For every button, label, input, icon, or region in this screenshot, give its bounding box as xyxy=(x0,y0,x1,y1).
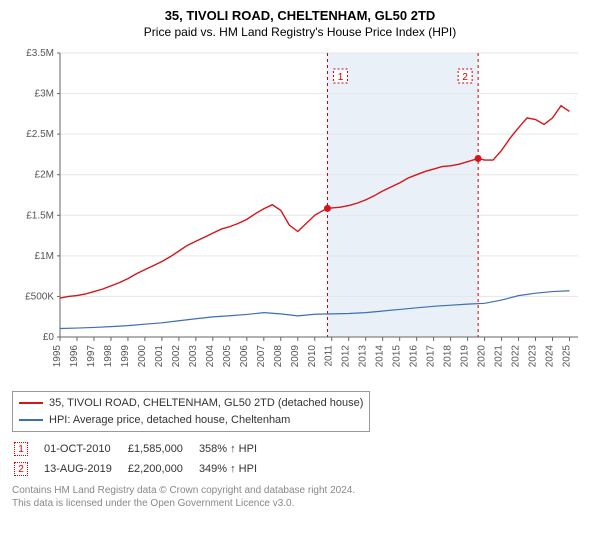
chart-title: 35, TIVOLI ROAD, CHELTENHAM, GL50 2TD xyxy=(12,8,588,23)
svg-text:£500K: £500K xyxy=(25,291,54,302)
svg-text:2011: 2011 xyxy=(324,345,335,367)
svg-text:2005: 2005 xyxy=(222,345,233,368)
svg-text:2004: 2004 xyxy=(205,345,216,368)
svg-text:£2.5M: £2.5M xyxy=(26,129,54,140)
svg-text:1997: 1997 xyxy=(86,345,97,368)
svg-text:2: 2 xyxy=(462,72,468,83)
event-badge: 1 xyxy=(14,442,28,456)
footer-line: Contains HM Land Registry data © Crown c… xyxy=(12,484,588,497)
legend-item: HPI: Average price, detached house, Chel… xyxy=(19,412,363,429)
svg-text:2000: 2000 xyxy=(137,345,148,368)
footer: Contains HM Land Registry data © Crown c… xyxy=(12,484,588,510)
svg-text:2021: 2021 xyxy=(494,345,505,368)
svg-text:2017: 2017 xyxy=(426,345,437,368)
legend-swatch xyxy=(19,402,43,404)
event-delta: 349% ↑ HPI xyxy=(199,460,271,478)
svg-text:2009: 2009 xyxy=(290,345,301,368)
svg-text:2019: 2019 xyxy=(460,345,471,368)
svg-text:2010: 2010 xyxy=(307,345,318,368)
event-price: £2,200,000 xyxy=(128,460,197,478)
svg-text:2002: 2002 xyxy=(171,345,182,368)
legend: 35, TIVOLI ROAD, CHELTENHAM, GL50 2TD (d… xyxy=(12,391,370,432)
svg-text:2015: 2015 xyxy=(392,345,403,368)
event-price: £1,585,000 xyxy=(128,440,197,458)
events-table: 1 01-OCT-2010 £1,585,000 358% ↑ HPI 2 13… xyxy=(12,438,273,480)
svg-text:2012: 2012 xyxy=(341,345,352,368)
footer-line: This data is licensed under the Open Gov… xyxy=(12,497,588,510)
svg-text:2018: 2018 xyxy=(443,345,454,368)
event-delta: 358% ↑ HPI xyxy=(199,440,271,458)
legend-label: HPI: Average price, detached house, Chel… xyxy=(49,412,290,429)
chart: £0 £500K £1M £1.5M £2M £2.5M £3M £3.5M 1995 1996 1… xyxy=(12,45,588,385)
svg-text:1999: 1999 xyxy=(120,345,131,368)
svg-text:2014: 2014 xyxy=(375,345,386,368)
chart-svg: £0 £500K £1M £1.5M £2M £2.5M £3M £3.5M 1995 1996 1… xyxy=(12,45,588,385)
legend-item: 35, TIVOLI ROAD, CHELTENHAM, GL50 2TD (d… xyxy=(19,395,363,412)
svg-text:£3.5M: £3.5M xyxy=(26,48,54,59)
event-date: 13-AUG-2019 xyxy=(44,460,126,478)
page-root: 35, TIVOLI ROAD, CHELTENHAM, GL50 2TD Pr… xyxy=(0,0,600,516)
svg-text:£2M: £2M xyxy=(35,170,54,181)
svg-text:2022: 2022 xyxy=(511,345,522,368)
svg-text:2023: 2023 xyxy=(528,345,539,368)
svg-text:£1M: £1M xyxy=(35,251,54,262)
svg-text:2007: 2007 xyxy=(256,345,267,368)
svg-text:2006: 2006 xyxy=(239,345,250,368)
svg-text:1998: 1998 xyxy=(103,345,114,368)
legend-label: 35, TIVOLI ROAD, CHELTENHAM, GL50 2TD (d… xyxy=(49,395,363,412)
svg-text:2003: 2003 xyxy=(188,345,199,368)
svg-text:2024: 2024 xyxy=(545,345,556,368)
table-row: 1 01-OCT-2010 £1,585,000 358% ↑ HPI xyxy=(14,440,271,458)
svg-text:1996: 1996 xyxy=(69,345,80,368)
chart-subtitle: Price paid vs. HM Land Registry's House … xyxy=(12,25,588,39)
svg-text:£1.5M: £1.5M xyxy=(26,210,54,221)
svg-text:2020: 2020 xyxy=(477,345,488,368)
svg-text:2013: 2013 xyxy=(358,345,369,368)
svg-text:2016: 2016 xyxy=(409,345,420,368)
svg-text:£3M: £3M xyxy=(35,89,54,100)
title-block: 35, TIVOLI ROAD, CHELTENHAM, GL50 2TD Pr… xyxy=(12,8,588,39)
svg-text:£0: £0 xyxy=(43,332,55,343)
table-row: 2 13-AUG-2019 £2,200,000 349% ↑ HPI xyxy=(14,460,271,478)
svg-text:2025: 2025 xyxy=(562,345,573,368)
svg-text:1: 1 xyxy=(338,72,344,83)
svg-text:1995: 1995 xyxy=(52,345,63,368)
svg-text:2001: 2001 xyxy=(154,345,165,368)
event-date: 01-OCT-2010 xyxy=(44,440,126,458)
event-badge: 2 xyxy=(14,462,28,476)
legend-swatch xyxy=(19,419,43,421)
svg-text:2008: 2008 xyxy=(273,345,284,368)
